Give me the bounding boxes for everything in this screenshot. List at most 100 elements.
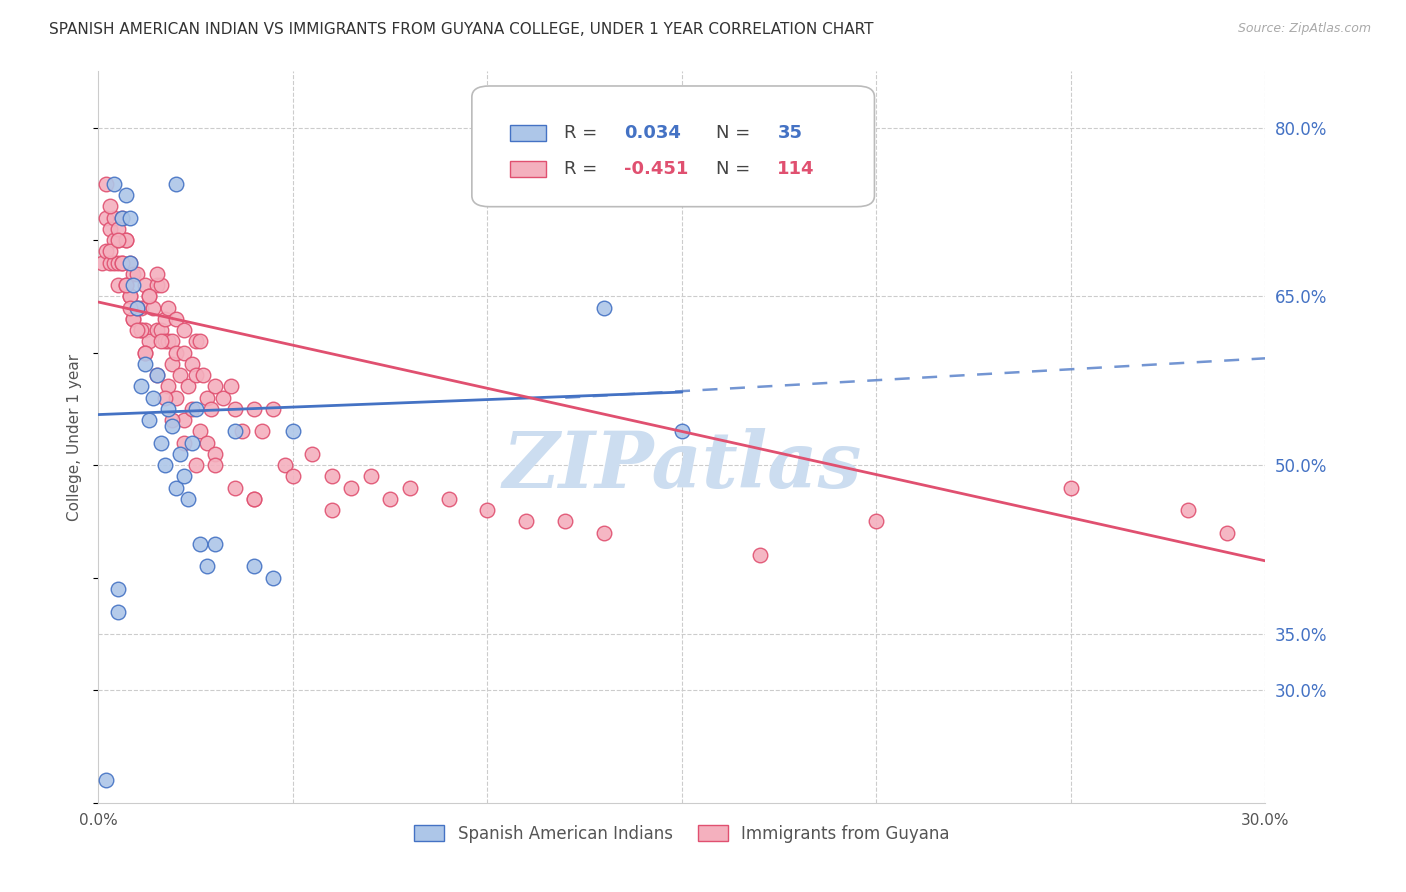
Point [153, 391, 176, 405]
Point [173, 435, 195, 450]
Point [107, 582, 129, 596]
Point [146, 278, 169, 293]
Point [122, 267, 145, 281]
Point [118, 211, 141, 225]
Point [103, 177, 125, 191]
Point [165, 391, 187, 405]
Point [118, 289, 141, 303]
Point [250, 425, 273, 439]
Point [184, 368, 207, 383]
Point [111, 211, 134, 225]
Point [149, 278, 172, 293]
Point [340, 481, 363, 495]
Point [165, 345, 187, 359]
Point [142, 391, 165, 405]
Point [96, 773, 118, 788]
Point [162, 357, 184, 371]
Point [98, 199, 121, 213]
Text: N =: N = [716, 161, 755, 178]
Point [107, 278, 129, 293]
Point [195, 435, 218, 450]
Point [671, 425, 693, 439]
Point [157, 401, 180, 416]
Point [114, 233, 136, 247]
Point [748, 548, 770, 562]
Text: Source: ZipAtlas.com: Source: ZipAtlas.com [1237, 22, 1371, 36]
Text: SPANISH AMERICAN INDIAN VS IMMIGRANTS FROM GUYANA COLLEGE, UNDER 1 YEAR CORRELAT: SPANISH AMERICAN INDIAN VS IMMIGRANTS FR… [49, 22, 873, 37]
Point [184, 458, 207, 473]
Point [134, 357, 156, 371]
Point [118, 255, 141, 269]
Point [138, 334, 160, 349]
Point [188, 425, 211, 439]
Point [162, 334, 184, 349]
Point [157, 379, 180, 393]
Point [127, 301, 149, 315]
Point [134, 345, 156, 359]
Point [127, 301, 149, 315]
FancyBboxPatch shape [472, 86, 875, 207]
Point [111, 211, 134, 225]
Point [165, 481, 187, 495]
Point [122, 312, 145, 326]
Point [146, 323, 169, 337]
Point [122, 312, 145, 326]
Point [111, 255, 134, 269]
Point [204, 379, 226, 393]
Text: 0.034: 0.034 [624, 124, 682, 142]
Y-axis label: College, Under 1 year: College, Under 1 year [67, 353, 83, 521]
Point [162, 418, 184, 433]
Point [301, 447, 323, 461]
Point [321, 469, 343, 483]
Point [107, 255, 129, 269]
Point [142, 301, 165, 315]
Point [224, 481, 246, 495]
Point [1060, 481, 1083, 495]
Point [243, 491, 266, 506]
Point [162, 413, 184, 427]
Point [865, 515, 887, 529]
Point [169, 368, 191, 383]
Point [98, 255, 121, 269]
Point [165, 312, 187, 326]
Point [212, 391, 235, 405]
Point [380, 491, 402, 506]
Point [118, 289, 141, 303]
Point [184, 401, 207, 416]
Point [114, 278, 136, 293]
Point [195, 391, 218, 405]
Point [103, 233, 125, 247]
Point [177, 379, 200, 393]
Point [157, 334, 180, 349]
Point [134, 278, 156, 293]
Point [1215, 525, 1237, 540]
Point [138, 289, 160, 303]
Point [554, 515, 576, 529]
Point [146, 267, 169, 281]
Point [180, 435, 202, 450]
Text: 35: 35 [778, 124, 803, 142]
Point [173, 323, 195, 337]
Point [103, 255, 125, 269]
Point [173, 413, 195, 427]
Point [184, 334, 207, 349]
Point [127, 323, 149, 337]
Point [219, 379, 242, 393]
Point [134, 323, 156, 337]
Point [593, 525, 616, 540]
Point [127, 267, 149, 281]
Point [114, 233, 136, 247]
Point [146, 368, 169, 383]
Point [593, 301, 616, 315]
Point [96, 244, 118, 259]
Point [200, 401, 222, 416]
Point [180, 357, 202, 371]
Point [360, 469, 382, 483]
Point [153, 312, 176, 326]
Point [173, 469, 195, 483]
Point [107, 233, 129, 247]
Point [243, 401, 266, 416]
Text: 114: 114 [778, 161, 815, 178]
Text: -0.451: -0.451 [624, 161, 689, 178]
Point [111, 255, 134, 269]
